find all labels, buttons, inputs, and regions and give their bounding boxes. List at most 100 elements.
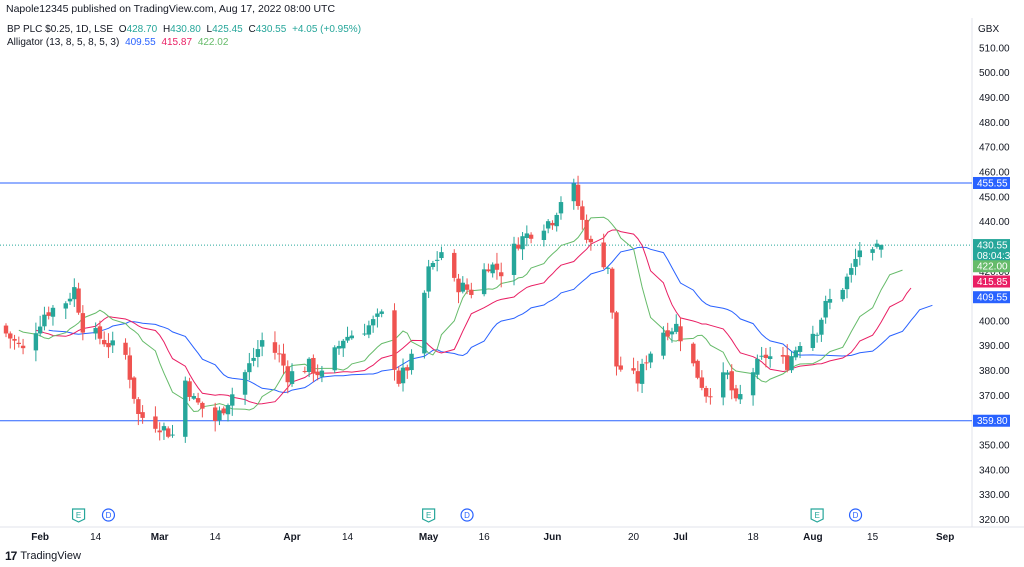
- low-value: 425.45: [212, 24, 243, 35]
- candle-body: [580, 206, 585, 220]
- candle-body: [494, 263, 500, 270]
- time-tick-label: 15: [867, 532, 879, 543]
- time-tick-label: 14: [90, 532, 102, 543]
- candle-body: [464, 284, 470, 290]
- candle-body: [759, 355, 764, 357]
- candle-body: [725, 372, 730, 375]
- earnings-icon: [810, 508, 824, 523]
- high-value: 430.80: [170, 24, 201, 35]
- candle-body: [200, 402, 205, 409]
- candle-body: [644, 362, 649, 364]
- candle-body: [853, 258, 858, 267]
- candle-body: [302, 371, 308, 373]
- dividend-icon: [848, 508, 863, 522]
- lips-value: 422.02: [197, 37, 229, 48]
- time-tick-label: 14: [342, 532, 354, 543]
- candle-body: [3, 325, 9, 334]
- candle-body: [733, 388, 739, 399]
- hline-price-label: 359.80: [977, 416, 1008, 427]
- jaw-value: 409.55: [125, 37, 156, 48]
- candle-body: [255, 349, 261, 357]
- lips-price-label: 422.00: [977, 262, 1008, 273]
- dividend-label: D: [464, 511, 470, 520]
- price-tick-label: 400.00: [979, 316, 1010, 327]
- candle-body: [392, 310, 397, 370]
- candle-body: [311, 357, 316, 374]
- candle-body: [691, 343, 696, 364]
- candle-body: [635, 371, 641, 384]
- candle-body: [63, 303, 68, 309]
- candle-body: [67, 298, 73, 302]
- candle-body: [750, 372, 756, 396]
- time-tick-label: Aug: [803, 532, 822, 543]
- candle-body: [814, 334, 820, 336]
- candle-body: [524, 233, 530, 238]
- candle-body: [878, 245, 884, 250]
- price-tick-label: 390.00: [979, 341, 1010, 352]
- candle-body: [810, 333, 816, 348]
- candle-body: [183, 380, 188, 437]
- price-tick-label: 500.00: [979, 68, 1010, 79]
- last-price-label-countdown: 08:04:34: [977, 251, 1016, 262]
- candle-body: [72, 287, 77, 300]
- time-tick-label: Feb: [31, 532, 49, 543]
- candle-body: [849, 268, 854, 275]
- price-tick-label: 450.00: [979, 192, 1010, 203]
- candle-body: [639, 363, 645, 384]
- tradingview-logo-icon: 17: [5, 549, 17, 563]
- jaw-price-label-bg: [973, 291, 1010, 304]
- candle-body: [481, 269, 487, 295]
- candle-body: [306, 358, 312, 372]
- jaw-price-label: 409.55: [977, 293, 1008, 304]
- candle-body: [281, 353, 286, 366]
- candle-body: [225, 405, 231, 415]
- candle-body: [97, 326, 103, 339]
- candle-body: [456, 278, 461, 293]
- time-tick-label: 14: [210, 532, 222, 543]
- candle-body: [703, 388, 709, 397]
- candle-body: [161, 426, 167, 431]
- candle-body: [285, 366, 290, 383]
- candle-body: [789, 356, 794, 371]
- candle-body: [242, 372, 248, 395]
- candle-body: [76, 288, 81, 313]
- candle-body: [80, 313, 86, 333]
- candle-body: [430, 262, 436, 267]
- candle-body: [490, 264, 495, 274]
- high-label: H: [162, 24, 171, 35]
- candle-body: [153, 416, 158, 429]
- candle-body: [618, 365, 623, 370]
- candle-body: [511, 243, 517, 275]
- candle-body: [131, 377, 137, 399]
- candle-body: [110, 340, 115, 346]
- candle-body: [42, 314, 47, 327]
- candle-body: [610, 268, 615, 313]
- candle-body: [528, 234, 534, 239]
- candle-body: [400, 367, 406, 384]
- candle-body: [520, 236, 525, 250]
- lips-line: [18, 216, 903, 413]
- candle-body: [575, 184, 581, 206]
- candle-body: [571, 183, 576, 202]
- lips-price-label-bg: [973, 260, 1010, 273]
- candle-body: [665, 330, 670, 337]
- tradingview-footer[interactable]: 17 TradingView: [5, 549, 81, 563]
- dividend-label: D: [106, 511, 112, 520]
- candle-body: [187, 381, 192, 397]
- candle-body: [136, 399, 141, 414]
- time-tick-label: May: [419, 532, 439, 543]
- teeth-price-label: 415.85: [977, 277, 1008, 288]
- candle-body: [315, 371, 320, 376]
- candle-body: [486, 269, 491, 272]
- candle-body: [729, 371, 734, 391]
- time-tick-label: Jul: [673, 532, 688, 543]
- candle-body: [614, 312, 619, 367]
- hline-price-label: 455.55: [977, 178, 1008, 189]
- symbol-name: BP PLC $0.25, 1D, LSE: [7, 24, 113, 35]
- candle-body: [8, 333, 13, 339]
- candle-body: [755, 358, 760, 375]
- candle-body: [674, 323, 679, 332]
- candle-body: [721, 372, 726, 398]
